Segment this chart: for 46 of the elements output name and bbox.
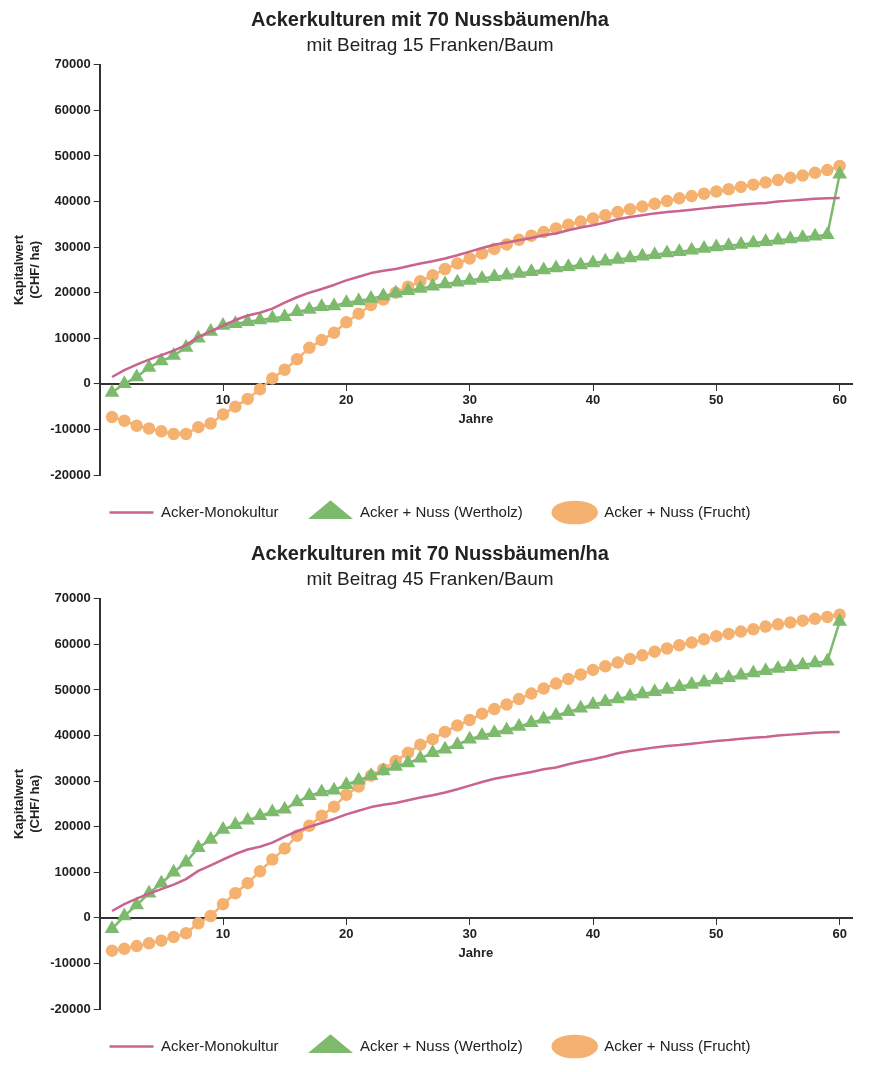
- x-axis-title: Jahre: [458, 944, 494, 960]
- legend-label: Acker + Nuss (Frucht): [604, 1036, 751, 1054]
- y-tick-label: -20000: [50, 466, 91, 482]
- x-tick-label: 40: [585, 926, 601, 942]
- chart-subtitle: mit Beitrag 45 Franken/Baum: [306, 567, 554, 589]
- x-tick-label: 50: [709, 392, 724, 408]
- y-tick-label: 10000: [54, 863, 91, 879]
- y-tick-label: -10000: [50, 421, 91, 436]
- legend-label: Acker + Nuss (Frucht): [604, 502, 751, 520]
- x-tick-label: 10: [215, 926, 231, 942]
- y-tick-label: 20000: [54, 284, 91, 300]
- y-axis-title: Kapitalwert (CHF/ ha): [11, 768, 42, 839]
- y-tick-label: 50000: [54, 681, 91, 697]
- y-tick-label: -10000: [50, 955, 91, 970]
- x-tick-label: 60: [832, 926, 847, 942]
- legend-label: Acker-Monokultur: [161, 502, 279, 520]
- y-tick-label: 40000: [54, 727, 91, 743]
- x-tick-label: 50: [709, 926, 724, 942]
- y-tick-label: 60000: [54, 101, 91, 117]
- legend-label: Acker + Nuss (Wertholz): [360, 1036, 523, 1054]
- x-tick-label: 40: [585, 392, 601, 408]
- x-tick-label: 20: [339, 926, 354, 942]
- x-tick-label: 20: [339, 392, 354, 408]
- x-tick-label: 60: [832, 392, 847, 408]
- y-tick-label: 20000: [54, 818, 91, 834]
- chart-title: Ackerkulturen mit 70 Nussbäumen/ha: [251, 541, 610, 564]
- y-tick-label: 60000: [54, 635, 91, 651]
- y-tick-label: 70000: [54, 56, 91, 72]
- x-tick-label: 30: [462, 392, 477, 408]
- y-axis-title: Kapitalwert (CHF/ ha): [11, 234, 42, 305]
- y-tick-label: 30000: [54, 772, 91, 788]
- x-tick-label: 30: [462, 926, 477, 942]
- chart-title: Ackerkulturen mit 70 Nussbäumen/ha: [251, 7, 610, 30]
- y-tick-label: 0: [83, 375, 91, 391]
- y-tick-label: 0: [83, 909, 91, 925]
- y-tick-label: 10000: [54, 329, 91, 345]
- x-axis-title: Jahre: [458, 410, 494, 426]
- y-tick-label: -20000: [50, 1000, 91, 1016]
- y-tick-label: 50000: [54, 147, 91, 163]
- legend-label: Acker-Monokultur: [161, 1036, 279, 1054]
- y-tick-label: 70000: [54, 590, 91, 606]
- y-tick-label: 40000: [54, 193, 91, 209]
- y-tick-label: 30000: [54, 238, 91, 254]
- chart-subtitle: mit Beitrag 15 Franken/Baum: [306, 33, 554, 55]
- legend-label: Acker + Nuss (Wertholz): [360, 502, 523, 520]
- x-tick-label: 10: [215, 392, 231, 408]
